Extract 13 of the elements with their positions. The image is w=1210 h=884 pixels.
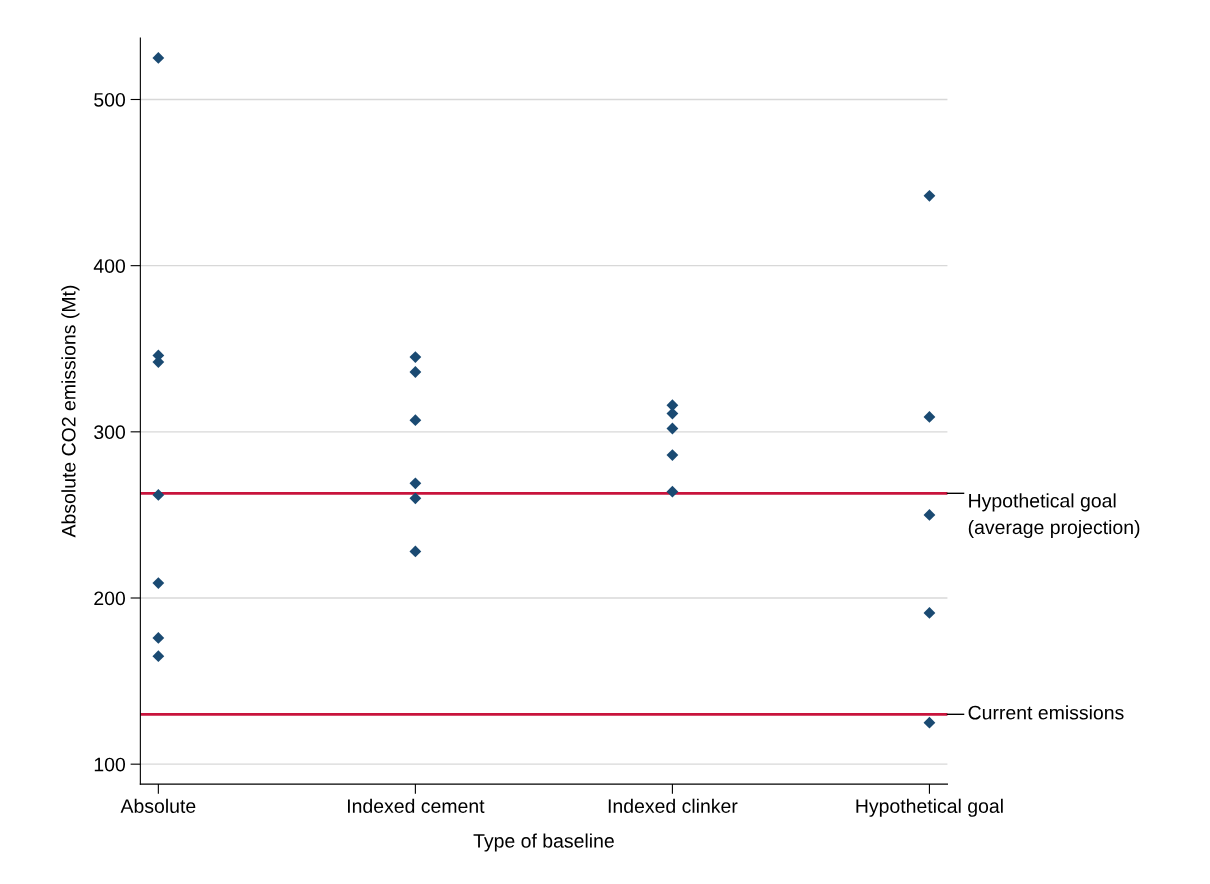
y-tick-label: 500 <box>94 92 126 107</box>
ref-line-label: Hypothetical goal (average projection) <box>968 493 1140 539</box>
x-tick-label: Indexed clinker <box>608 798 738 813</box>
y-tick-label: 200 <box>94 591 126 606</box>
x-tick-label: Hypothetical goal <box>856 798 1003 817</box>
x-axis-title: Type of baseline <box>473 833 614 852</box>
y-tick-label: 100 <box>94 757 126 772</box>
y-tick-label: 400 <box>93 259 126 273</box>
y-tick-label: 300 <box>94 425 126 440</box>
x-tick-label: Indexed cement <box>348 798 485 813</box>
y-axis-title: Absolute CO2 emissions (Mt) <box>61 285 80 538</box>
ref-line-label: Current emissions <box>968 705 1124 720</box>
x-tick-label: Absolute <box>120 798 196 813</box>
